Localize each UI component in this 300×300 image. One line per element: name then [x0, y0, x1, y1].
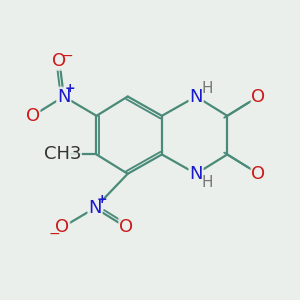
Text: N: N	[189, 88, 203, 106]
Text: −: −	[48, 227, 60, 241]
Text: +: +	[96, 193, 107, 206]
Text: O: O	[52, 52, 66, 70]
Text: H: H	[202, 81, 213, 96]
Text: +: +	[65, 82, 76, 95]
Text: O: O	[26, 107, 40, 125]
Text: O: O	[119, 218, 133, 236]
Text: O: O	[55, 218, 69, 236]
Text: N: N	[88, 199, 102, 217]
Text: N: N	[57, 88, 70, 106]
Text: −: −	[62, 49, 74, 62]
Text: CH3: CH3	[44, 146, 81, 164]
Text: N: N	[189, 165, 203, 183]
Text: H: H	[202, 175, 213, 190]
Text: O: O	[251, 88, 266, 106]
Text: O: O	[251, 165, 266, 183]
